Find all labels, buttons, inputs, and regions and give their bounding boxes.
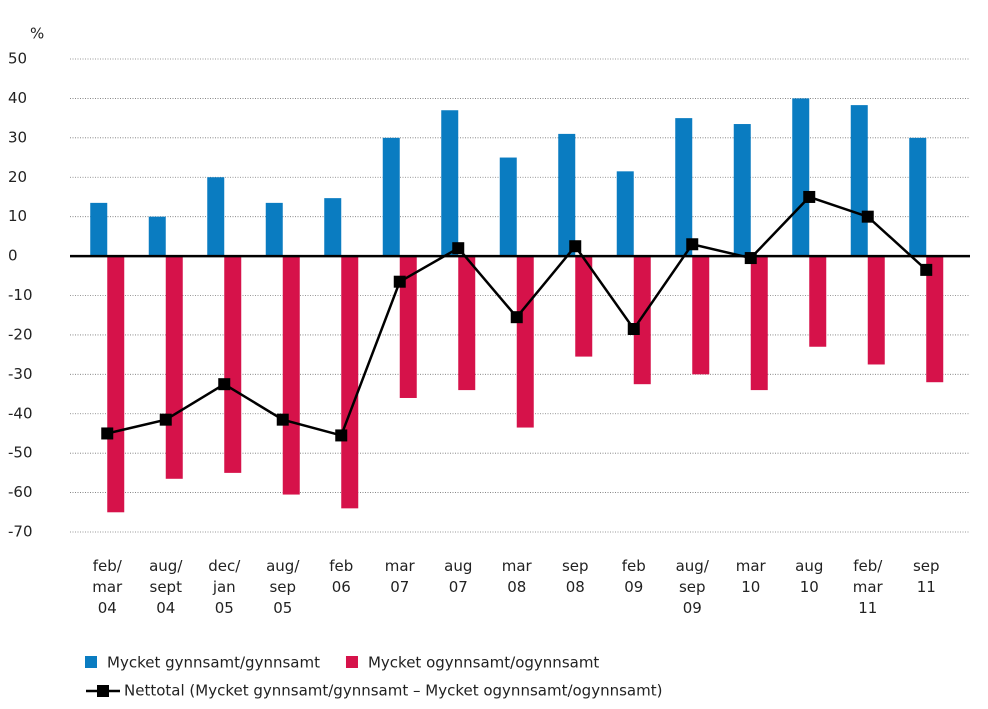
x-tick-label: feb/mar 04	[92, 557, 123, 617]
bar	[692, 256, 710, 375]
net-marker	[101, 427, 114, 440]
y-tick-label: 10	[8, 207, 27, 225]
bar	[441, 110, 459, 257]
net-marker	[803, 190, 816, 203]
x-tick-label: sep 11	[913, 557, 940, 596]
y-tick-label: 0	[8, 247, 18, 265]
bar	[107, 256, 125, 513]
y-tick-label: -60	[8, 483, 33, 501]
net-marker	[510, 311, 523, 324]
x-tick-label: aug/sep 05	[266, 557, 300, 617]
net-marker	[393, 275, 406, 288]
bar	[458, 256, 476, 391]
bar	[516, 256, 534, 428]
bar	[90, 202, 108, 257]
bar	[282, 256, 300, 495]
x-tick-label: feb/mar 11	[853, 557, 884, 617]
x-tick-label: aug/sept 04	[149, 557, 183, 617]
legend-marker	[97, 685, 109, 697]
x-tick-label: feb 09	[622, 557, 646, 596]
x-tick-label: dec/jan 05	[208, 557, 241, 617]
bar	[675, 118, 693, 257]
bar	[616, 171, 634, 257]
bar	[809, 256, 827, 347]
y-tick-label: 30	[8, 128, 27, 146]
x-tick-label: aug/sep 09	[676, 557, 710, 617]
net-marker	[744, 252, 757, 265]
net-marker	[920, 263, 933, 276]
bar	[792, 98, 810, 257]
x-tick-label: sep 08	[562, 557, 589, 596]
x-tick-label: mar 08	[502, 557, 533, 596]
net-marker	[276, 413, 289, 426]
bar	[324, 198, 342, 257]
legend-label: Mycket ogynnsamt/ogynnsamt	[368, 654, 599, 672]
net-marker	[159, 413, 172, 426]
y-tick-label: 20	[8, 168, 27, 186]
bar	[926, 256, 944, 383]
y-tick-label: -30	[8, 365, 33, 383]
legend-label: Nettotal (Mycket gynnsamt/gynnsamt – Myc…	[124, 682, 662, 700]
bar	[165, 256, 183, 479]
bar	[224, 256, 242, 473]
net-marker	[452, 242, 465, 255]
y-tick-label: -10	[8, 286, 33, 304]
net-marker	[218, 378, 231, 391]
net-marker	[627, 323, 640, 336]
y-tick-label: -70	[8, 523, 33, 541]
bar	[733, 124, 751, 257]
y-tick-label: 40	[8, 89, 27, 107]
net-marker	[861, 210, 874, 223]
bar	[558, 133, 576, 257]
bar	[909, 137, 927, 257]
x-tick-label: aug 10	[795, 557, 823, 596]
legend-label: Mycket gynnsamt/gynnsamt	[107, 654, 320, 672]
bar	[633, 256, 651, 385]
bar	[148, 216, 166, 257]
y-tick-label: -50	[8, 444, 33, 462]
y-tick-label: 50	[8, 50, 27, 68]
bar	[850, 105, 868, 257]
bar	[382, 137, 400, 257]
net-marker	[686, 238, 699, 251]
bar	[207, 177, 225, 257]
bar	[575, 256, 593, 357]
bar	[499, 157, 517, 257]
y-tick-label: -40	[8, 404, 33, 422]
x-tick-label: mar 10	[736, 557, 767, 596]
x-tick-label: mar 07	[385, 557, 416, 596]
bar	[341, 256, 359, 509]
legend-swatch	[345, 656, 358, 668]
bar	[750, 256, 768, 391]
x-tick-label: aug 07	[444, 557, 472, 596]
bar	[867, 256, 885, 365]
legend-swatch	[85, 656, 97, 668]
y-axis-label: %	[30, 25, 44, 43]
net-marker	[335, 429, 348, 442]
y-tick-label: -20	[8, 325, 33, 343]
bar	[265, 202, 283, 257]
net-marker	[569, 240, 582, 253]
bar	[399, 256, 417, 398]
x-tick-label: feb 06	[329, 557, 353, 596]
